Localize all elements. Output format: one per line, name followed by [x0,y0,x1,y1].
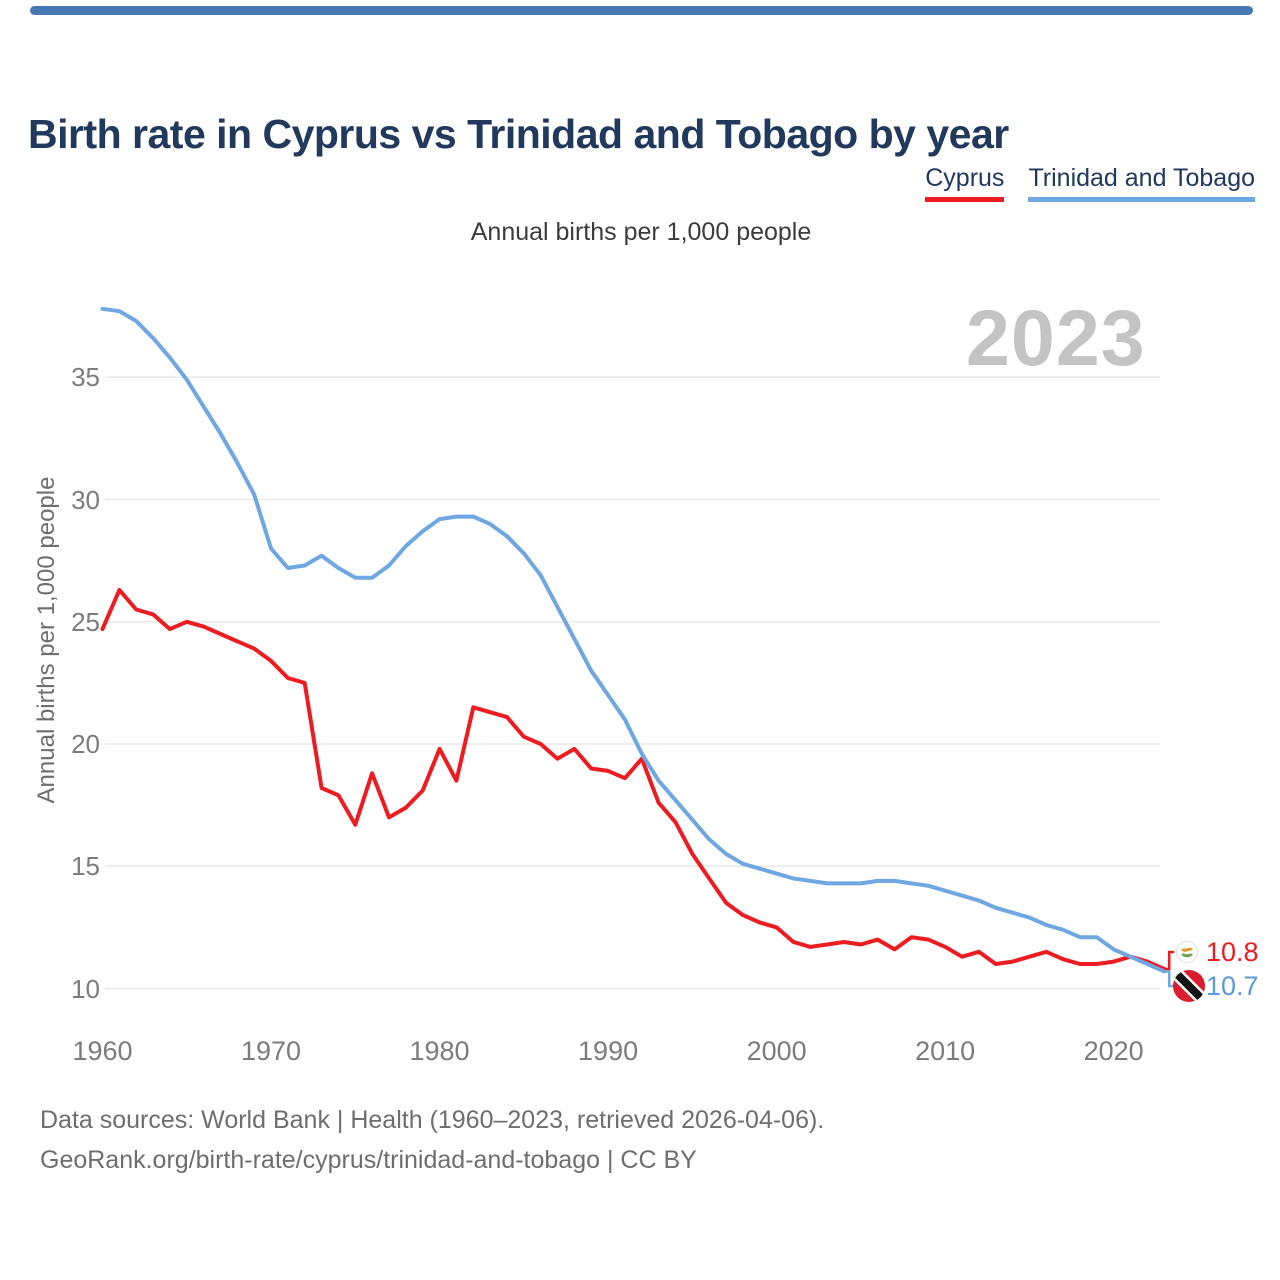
x-tick-2020: 2020 [1083,1036,1144,1066]
series-line-cyprus [100,588,1167,971]
page-title: Birth rate in Cyprus vs Trinidad and Tob… [28,111,1009,158]
top-accent-bar [30,6,1253,15]
x-tick-1990: 1990 [578,1036,639,1066]
watermark-year: 2023 [966,293,1146,382]
x-tick-2000: 2000 [746,1036,807,1066]
footer-attribution: GeoRank.org/birth-rate/cyprus/trinidad-a… [40,1146,697,1174]
y-tick-10: 10 [71,973,100,1004]
y-tick-35: 35 [71,362,100,393]
y-tick-30: 30 [71,484,100,515]
y-tick-25: 25 [71,606,100,637]
legend: Cyprus Trinidad and Tobago [925,164,1255,202]
legend-item-trinidad-and-tobago[interactable]: Trinidad and Tobago [1028,164,1255,202]
x-tick-2010: 2010 [915,1036,976,1066]
legend-label-cyprus: Cyprus [925,164,1005,192]
trinidad-and-tobago-flag-icon [1173,970,1205,1002]
leader-line-trinidad-and-tobago [1164,970,1175,988]
y-tick-20: 20 [71,729,100,759]
y-tick-15: 15 [71,851,100,882]
legend-label-trinidad-and-tobago: Trinidad and Tobago [1028,164,1255,192]
series-line-trinidad-and-tobago [100,306,1167,974]
x-tick-1970: 1970 [240,1036,302,1066]
chart-subtitle: Annual births per 1,000 people [470,218,812,246]
end-value-trinidad-and-tobago: 10.7 [1206,971,1259,1001]
end-value-cyprus: 10.8 [1206,937,1259,967]
cyprus-flag-icon [1176,941,1198,963]
x-tick-1980: 1980 [409,1036,470,1066]
footer-data-sources: Data sources: World Bank | Health (1960–… [40,1106,825,1134]
legend-item-cyprus[interactable]: Cyprus [925,164,1005,202]
x-tick-1960: 1960 [72,1036,133,1066]
leader-line-cyprus [1164,950,1175,971]
